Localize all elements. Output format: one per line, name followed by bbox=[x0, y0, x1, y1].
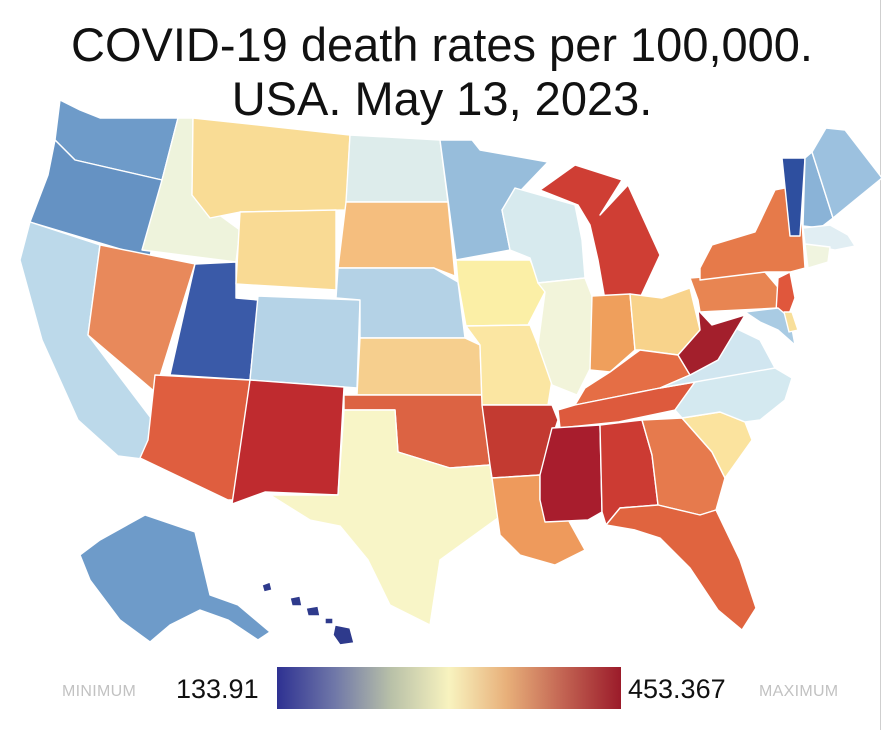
legend-minimum-label: MINIMUM bbox=[62, 683, 137, 700]
state-new-mexico[interactable] bbox=[231, 379, 345, 505]
title-line-1: COVID-19 death rates per 100,000. bbox=[71, 18, 813, 71]
state-texas[interactable] bbox=[269, 409, 499, 626]
state-iowa[interactable] bbox=[455, 259, 546, 327]
state-alaska[interactable] bbox=[79, 514, 271, 643]
legend-maximum-label: MAXIMUM bbox=[759, 683, 839, 700]
state-vermont[interactable] bbox=[781, 157, 806, 237]
state-new-york[interactable] bbox=[699, 184, 806, 281]
state-delaware[interactable] bbox=[783, 311, 799, 333]
state-west-virginia[interactable] bbox=[677, 309, 746, 376]
frame-edge bbox=[880, 0, 881, 730]
state-maine[interactable] bbox=[811, 127, 883, 219]
us-choropleth-map bbox=[19, 99, 883, 646]
state-new-hampshire[interactable] bbox=[802, 151, 834, 229]
state-colorado[interactable] bbox=[249, 295, 361, 389]
state-maryland[interactable] bbox=[744, 307, 796, 346]
map-title: COVID-19 death rates per 100,000. USA. M… bbox=[0, 18, 884, 126]
legend-maximum-value: 453.367 bbox=[628, 674, 726, 704]
legend-minimum-value: 133.91 bbox=[176, 674, 259, 704]
color-legend: MINIMUM 133.91 453.367 MAXIMUM bbox=[0, 660, 884, 720]
title-line-2: USA. May 13, 2023. bbox=[231, 72, 653, 125]
state-florida[interactable] bbox=[605, 504, 757, 631]
state-north-dakota[interactable] bbox=[345, 134, 449, 203]
legend-gradient-bar bbox=[277, 667, 621, 709]
state-kansas[interactable] bbox=[356, 337, 483, 396]
state-arizona[interactable] bbox=[139, 374, 251, 501]
state-montana[interactable] bbox=[191, 117, 351, 219]
state-connecticut[interactable] bbox=[804, 243, 831, 269]
state-hawaii[interactable] bbox=[261, 581, 355, 646]
state-wyoming[interactable] bbox=[235, 209, 337, 291]
state-mississippi[interactable] bbox=[539, 424, 603, 523]
state-illinois[interactable] bbox=[537, 277, 593, 396]
state-michigan[interactable] bbox=[539, 164, 661, 301]
state-missouri[interactable] bbox=[465, 324, 553, 406]
state-indiana[interactable] bbox=[589, 293, 636, 373]
state-south-dakota[interactable] bbox=[337, 201, 456, 277]
